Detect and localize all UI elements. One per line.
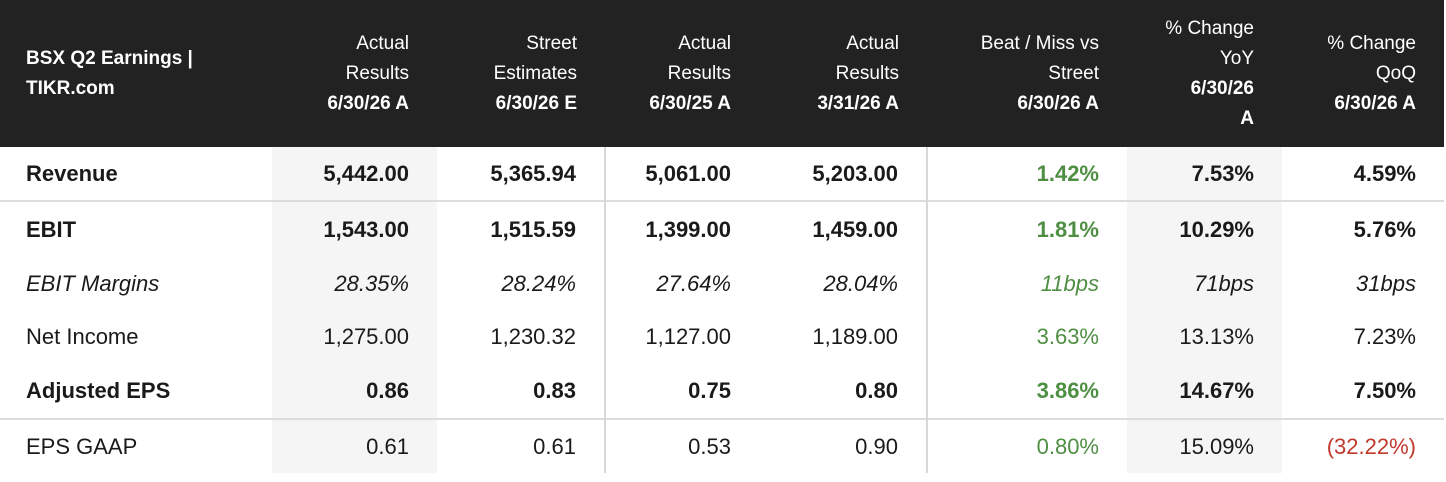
cell-yoy: 15.09% <box>1127 418 1282 473</box>
header-row: BSX Q2 Earnings | TIKR.com Actual Result… <box>0 0 1444 147</box>
cell-prior-year: 27.64% <box>604 257 759 311</box>
table-header: BSX Q2 Earnings | TIKR.com Actual Result… <box>0 0 1444 147</box>
col-header-date: 6/30/26 A <box>1017 92 1099 114</box>
cell-estimate: 5,365.94 <box>490 160 576 186</box>
cell-yoy: 14.67% <box>1127 363 1282 419</box>
col-header-line: % Change <box>1165 17 1254 39</box>
col-header-date: 6/30/26 A <box>327 92 409 114</box>
col-header-line: % Change <box>1327 32 1416 54</box>
table-body: Revenue 5,442.00 5,365.94 5,061.00 5,203… <box>0 147 1444 473</box>
cell-qoq: 4.59% <box>1353 160 1416 186</box>
col-header-change-yoy[interactable]: % Change YoY 6/30/26 A <box>1127 0 1282 147</box>
cell-yoy: 13.13% <box>1127 311 1282 363</box>
col-header-line: Actual <box>678 32 731 54</box>
table-row-ebit-margins: EBIT Margins 28.35% 28.24% 27.64% 28.04%… <box>0 257 1444 311</box>
cell-yoy: 10.29% <box>1127 200 1282 257</box>
cell-estimate: 28.24% <box>501 271 576 296</box>
cell-yoy: 7.53% <box>1127 147 1282 201</box>
cell-beat-miss: 1.42% <box>926 147 1127 201</box>
col-header-line: Results <box>667 62 731 84</box>
row-label: Revenue <box>26 160 118 186</box>
cell-qoq: 7.23% <box>1353 324 1416 349</box>
cell-prior-year: 1,127.00 <box>604 311 759 363</box>
cell-estimate: 1,230.32 <box>490 324 576 349</box>
cell-actual: 1,543.00 <box>272 200 437 257</box>
table-row-adjusted-eps: Adjusted EPS 0.86 0.83 0.75 0.80 3.86% 1… <box>0 363 1444 419</box>
earnings-table: BSX Q2 Earnings | TIKR.com Actual Result… <box>0 0 1444 473</box>
col-header-line: Results <box>345 62 409 84</box>
cell-qoq: (32.22%) <box>1282 418 1444 473</box>
col-header-line: Street <box>1048 62 1099 84</box>
table-title-line1: BSX Q2 Earnings | <box>26 47 193 69</box>
table-row-net-income: Net Income 1,275.00 1,230.32 1,127.00 1,… <box>0 311 1444 363</box>
cell-actual: 0.86 <box>272 363 437 419</box>
table-row-revenue: Revenue 5,442.00 5,365.94 5,061.00 5,203… <box>0 147 1444 201</box>
col-header-date: 6/30/25 A <box>649 92 731 114</box>
cell-prior-quarter: 0.90 <box>759 418 927 473</box>
col-header-date: A <box>1240 107 1254 129</box>
col-header-actual-q1-26[interactable]: Actual Results 3/31/26 A <box>759 0 927 147</box>
col-header-date: 3/31/26 A <box>817 92 899 114</box>
row-label: Net Income <box>26 324 139 349</box>
cell-estimate: 0.83 <box>533 377 576 403</box>
col-header-line: QoQ <box>1375 62 1416 84</box>
table-row-ebit: EBIT 1,543.00 1,515.59 1,399.00 1,459.00… <box>0 200 1444 257</box>
col-header-date: 6/30/26 <box>1190 77 1254 99</box>
col-header-line: YoY <box>1219 47 1254 69</box>
row-label: EPS GAAP <box>0 418 272 473</box>
table-row-eps-gaap: EPS GAAP 0.61 0.61 0.53 0.90 0.80% 15.09… <box>0 418 1444 473</box>
cell-qoq: 7.50% <box>1353 377 1416 403</box>
cell-prior-year: 0.75 <box>604 363 759 419</box>
col-header-change-qoq[interactable]: % Change QoQ 6/30/26 A <box>1282 0 1444 147</box>
cell-estimate: 0.61 <box>437 418 605 473</box>
row-label: EBIT <box>0 200 272 257</box>
cell-beat-miss: 0.80% <box>926 418 1127 473</box>
table-title-line2: TIKR.com <box>26 77 115 99</box>
col-header-street-estimates[interactable]: Street Estimates 6/30/26 E <box>437 0 605 147</box>
row-label: Adjusted EPS <box>26 377 171 403</box>
col-header-beat-miss[interactable]: Beat / Miss vs Street 6/30/26 A <box>927 0 1127 147</box>
col-header-line: Actual <box>846 32 899 54</box>
col-header-line: Results <box>835 62 899 84</box>
cell-actual: 1,275.00 <box>272 311 437 363</box>
row-label: EBIT Margins <box>26 271 160 296</box>
cell-prior-year: 0.53 <box>604 418 759 473</box>
cell-prior-quarter: 28.04% <box>823 271 898 296</box>
cell-beat-miss: 3.86% <box>926 363 1127 419</box>
cell-actual: 28.35% <box>272 257 437 311</box>
cell-prior-year: 1,399.00 <box>604 200 759 257</box>
cell-estimate: 1,515.59 <box>437 200 605 257</box>
cell-prior-year: 5,061.00 <box>604 147 759 201</box>
cell-beat-miss: 3.63% <box>926 311 1127 363</box>
cell-qoq: 5.76% <box>1282 200 1444 257</box>
cell-actual: 0.61 <box>272 418 437 473</box>
cell-qoq: 31bps <box>1356 271 1416 296</box>
col-header-date: 6/30/26 A <box>1334 92 1416 114</box>
col-header-line: Estimates <box>493 62 577 84</box>
col-header-line: Beat / Miss vs <box>980 32 1099 54</box>
col-header-line: Actual <box>356 32 409 54</box>
cell-prior-quarter: 5,203.00 <box>812 160 898 186</box>
table-title: BSX Q2 Earnings | TIKR.com <box>0 0 272 147</box>
col-header-date: 6/30/26 E <box>495 92 577 114</box>
col-header-actual-q2-25[interactable]: Actual Results 6/30/25 A <box>605 0 759 147</box>
cell-prior-quarter: 1,459.00 <box>759 200 927 257</box>
cell-actual: 5,442.00 <box>272 147 437 201</box>
cell-prior-quarter: 1,189.00 <box>812 324 898 349</box>
col-header-actual-q2-26[interactable]: Actual Results 6/30/26 A <box>272 0 437 147</box>
cell-prior-quarter: 0.80 <box>855 377 898 403</box>
cell-beat-miss: 1.81% <box>926 200 1127 257</box>
cell-beat-miss: 11bps <box>926 257 1127 311</box>
cell-yoy: 71bps <box>1127 257 1282 311</box>
col-header-line: Street <box>526 32 577 54</box>
